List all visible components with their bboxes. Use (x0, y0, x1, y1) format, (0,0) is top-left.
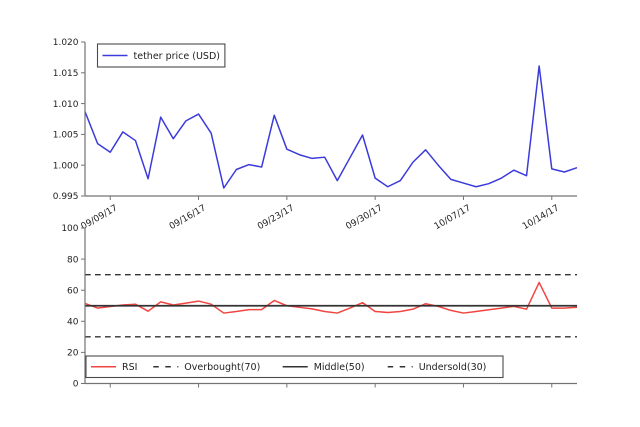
x-tick-label: 10/14/17 (521, 203, 561, 232)
y-tick-label: 1.010 (53, 100, 79, 110)
x-tick-label: 09/16/17 (168, 203, 208, 232)
legend-entry-undersold-30: Undersold(30) (419, 362, 487, 373)
x-tick-label: 09/09/17 (80, 203, 120, 232)
y-tick-label: 20 (67, 349, 79, 359)
y-tick-label: 100 (61, 224, 78, 234)
x-tick-label: 10/07/17 (433, 203, 473, 232)
y-tick-label: 1.005 (53, 131, 79, 141)
legend-entry-middle-50: Middle(50) (314, 362, 365, 373)
y-tick-label: 60 (67, 286, 79, 296)
y-tick-label: 80 (67, 255, 79, 265)
x-tick-label: 09/23/17 (256, 203, 296, 232)
y-tick-label: 0 (73, 380, 79, 390)
y-tick-label: 40 (67, 318, 79, 328)
rsi-line (84, 281, 578, 314)
y-tick-label: 1.000 (53, 161, 79, 171)
legend-entry-rsi: RSI (122, 362, 137, 373)
y-tick-label: 1.015 (53, 69, 79, 79)
legend-box (96, 43, 226, 68)
x-tick-label: 09/30/17 (344, 203, 384, 232)
legend-entry-overbought-70: Overbought(70) (184, 362, 260, 373)
tether-price-usd-line (84, 65, 578, 189)
y-tick-label: 0.995 (53, 192, 79, 202)
legend-entry-tether-price-usd: tether price (USD) (134, 51, 220, 62)
y-tick-label: 1.020 (53, 38, 79, 48)
